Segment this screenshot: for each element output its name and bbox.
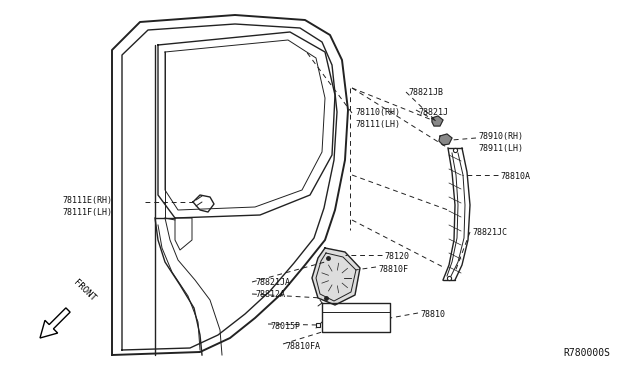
Text: 78810: 78810: [420, 310, 445, 319]
Text: FRONT: FRONT: [72, 278, 97, 303]
Polygon shape: [312, 248, 360, 305]
Text: 78810FA: 78810FA: [285, 342, 320, 351]
Text: 78821J: 78821J: [418, 108, 448, 117]
Text: 78812A: 78812A: [255, 290, 285, 299]
Text: 78111(LH): 78111(LH): [355, 120, 400, 129]
Text: 78821JB: 78821JB: [408, 88, 443, 97]
Polygon shape: [432, 116, 443, 126]
Text: R780000S: R780000S: [563, 348, 610, 358]
FancyArrow shape: [40, 308, 70, 338]
Text: 78110(RH): 78110(RH): [355, 108, 400, 117]
Text: 78810A: 78810A: [500, 172, 530, 181]
Text: 78810F: 78810F: [378, 265, 408, 274]
Text: 78821JA: 78821JA: [255, 278, 290, 287]
Polygon shape: [439, 134, 452, 145]
Text: 78015P: 78015P: [270, 322, 300, 331]
Text: 78111F(LH): 78111F(LH): [62, 208, 112, 217]
Text: 78911(LH): 78911(LH): [478, 144, 523, 153]
Text: 78120: 78120: [384, 252, 409, 261]
Text: 78111E(RH): 78111E(RH): [62, 196, 112, 205]
Text: 78910(RH): 78910(RH): [478, 132, 523, 141]
Text: 78821JC: 78821JC: [472, 228, 507, 237]
